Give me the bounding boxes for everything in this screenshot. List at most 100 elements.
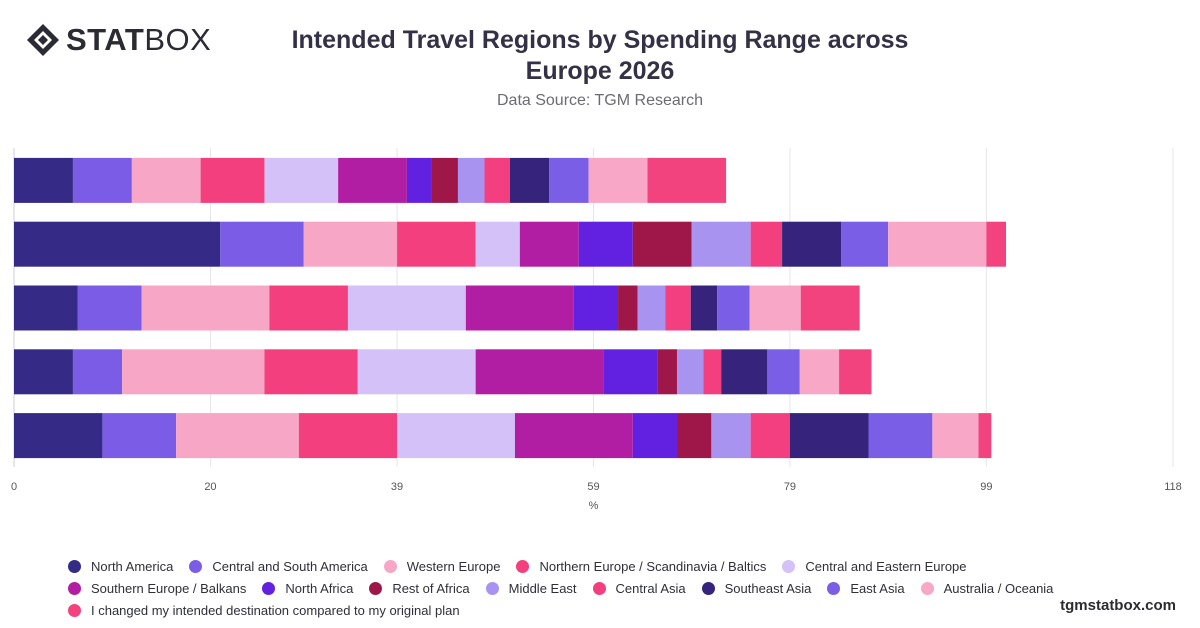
legend-item[interactable]: Central and Eastern Europe xyxy=(782,558,967,574)
legend-swatch xyxy=(920,581,934,595)
legend-swatch xyxy=(827,581,841,595)
bar-segment xyxy=(841,221,889,267)
bar-segment xyxy=(799,349,840,395)
legend-item[interactable]: Western Europe xyxy=(383,558,501,574)
bar-segment xyxy=(298,413,398,459)
bar-segment xyxy=(750,413,790,459)
logo-text-bold: STAT xyxy=(66,22,145,57)
bar-segment xyxy=(978,413,992,459)
bar-segment xyxy=(264,157,339,203)
legend-label: Central and South America xyxy=(212,558,368,574)
legend-label: Central Asia xyxy=(615,580,686,596)
bar-segment xyxy=(888,221,987,267)
x-tick-label: 99 xyxy=(980,481,992,493)
x-axis-label: % xyxy=(589,500,599,512)
legend-swatch xyxy=(485,581,499,595)
bar-segment xyxy=(72,349,123,395)
bar-segment xyxy=(475,349,604,395)
bar-segment xyxy=(665,285,691,331)
bar-segment xyxy=(141,285,270,331)
legend-item[interactable]: Central and South America xyxy=(189,558,368,574)
bar-segment xyxy=(514,413,633,459)
bar-segment xyxy=(14,349,73,395)
legend-swatch xyxy=(383,559,397,573)
bar-segment xyxy=(131,157,201,203)
bar-segment xyxy=(711,413,751,459)
legend-item[interactable]: Central Asia xyxy=(592,580,686,596)
bar-segment xyxy=(717,285,750,331)
x-tick-label: 20 xyxy=(204,481,216,493)
bar-segment xyxy=(475,221,520,267)
legend-item[interactable]: Northern Europe / Scandinavia / Baltics xyxy=(516,558,766,574)
footer-brand: tgmstatbox.com xyxy=(1060,597,1176,614)
bar-segment xyxy=(647,157,727,203)
bar-segment xyxy=(338,157,407,203)
bar-segment xyxy=(657,349,677,395)
x-tick-label: 118 xyxy=(1164,481,1182,493)
legend-swatch xyxy=(68,581,81,595)
bar-segment xyxy=(220,221,304,267)
bar-segment xyxy=(603,349,658,395)
bar-segment xyxy=(868,413,933,459)
bar-segment xyxy=(77,285,142,331)
statbox-logo: STATBOX xyxy=(26,22,211,58)
legend-swatch xyxy=(262,581,276,595)
bar-segment xyxy=(839,349,872,395)
bar-segment xyxy=(676,349,704,395)
bar-segment xyxy=(457,157,485,203)
legend-swatch xyxy=(189,559,203,573)
legend-label: Western Europe xyxy=(406,558,501,574)
bar-segment xyxy=(789,413,869,459)
bar-segment xyxy=(721,349,768,395)
legend-label: I changed my intended destination compar… xyxy=(91,602,460,618)
legend-label: Southern Europe / Balkans xyxy=(91,580,247,596)
bar-segment xyxy=(703,349,722,395)
bar-segment xyxy=(573,285,619,331)
legend-label: Southeast Asia xyxy=(724,580,812,596)
legend-label: Middle East xyxy=(508,580,577,596)
bar-segment xyxy=(618,285,638,331)
bar-segment xyxy=(176,413,299,459)
legend-item[interactable]: North Africa xyxy=(262,580,353,596)
bar-segment xyxy=(72,157,132,203)
bar-segment xyxy=(484,157,511,203)
chart-subtitle: Data Source: TGM Research xyxy=(496,92,703,109)
legend-swatch xyxy=(592,581,606,595)
logo-text-light: BOX xyxy=(144,22,212,57)
bar-segment xyxy=(264,349,358,395)
x-tick-label: 79 xyxy=(784,481,796,493)
bar-segment xyxy=(14,285,78,331)
bar-segment xyxy=(549,157,589,203)
legend-item[interactable]: Middle East xyxy=(485,580,577,596)
legend-swatch xyxy=(68,559,81,573)
bar-segment xyxy=(632,413,677,459)
legend-item[interactable]: Australia / Oceania xyxy=(920,580,1053,596)
bar-segment xyxy=(14,157,73,203)
bar-segment xyxy=(767,349,800,395)
legend-item[interactable]: East Asia xyxy=(827,580,905,596)
bar-segment xyxy=(632,221,692,267)
legend-label: North Africa xyxy=(285,580,354,596)
bar-segment xyxy=(986,221,1007,267)
bar-segment xyxy=(519,221,579,267)
bar-segment xyxy=(397,221,476,267)
legend-item[interactable]: Southeast Asia xyxy=(701,580,812,596)
legend-item[interactable]: North America xyxy=(68,558,173,574)
bar-segment xyxy=(690,285,718,331)
chart-legend: North America Central and South America We… xyxy=(68,558,1158,618)
bar-segment xyxy=(588,157,648,203)
bar-segment xyxy=(932,413,979,459)
legend-item[interactable]: Southern Europe / Balkans xyxy=(68,580,246,596)
legend-swatch xyxy=(516,559,530,573)
bar-segment xyxy=(357,349,476,395)
legend-swatch xyxy=(68,603,81,617)
bar-segment xyxy=(397,413,515,459)
bar-segment xyxy=(14,413,103,459)
legend-swatch xyxy=(369,581,383,595)
diamond-logo-icon xyxy=(27,24,59,56)
bar-segment xyxy=(637,285,666,331)
legend-item[interactable]: I changed my intended destination compar… xyxy=(68,602,460,618)
legend-item[interactable]: Rest of Africa xyxy=(369,580,470,596)
legend-label: East Asia xyxy=(850,580,905,596)
